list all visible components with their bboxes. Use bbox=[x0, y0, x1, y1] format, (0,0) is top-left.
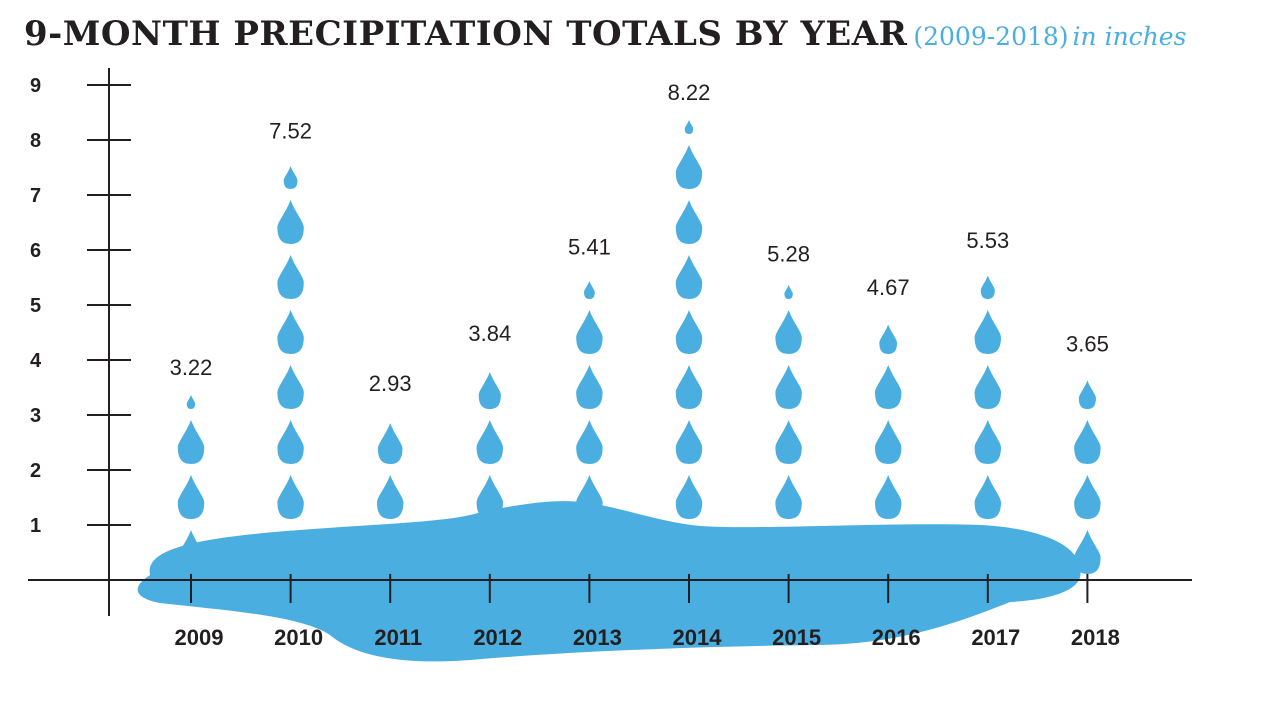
precipitation-drop bbox=[675, 145, 703, 189]
value-label: 5.41 bbox=[568, 234, 611, 259]
precipitation-drop bbox=[277, 200, 304, 244]
year-label: 2015 bbox=[772, 625, 821, 650]
precipitation-drop bbox=[277, 420, 304, 464]
y-tick-label: 4 bbox=[30, 350, 42, 372]
year-label: 2016 bbox=[872, 625, 921, 650]
y-tick-label: 5 bbox=[30, 295, 41, 317]
precipitation-drop bbox=[775, 365, 802, 409]
year-label: 2014 bbox=[673, 625, 723, 650]
precipitation-drop bbox=[576, 365, 603, 409]
precipitation-drop bbox=[775, 530, 802, 574]
precipitation-drop bbox=[879, 324, 898, 354]
value-label: 3.65 bbox=[1066, 331, 1109, 356]
precipitation-drop bbox=[1078, 380, 1096, 409]
value-label: 8.22 bbox=[668, 80, 711, 105]
value-label: 2.93 bbox=[369, 371, 412, 396]
year-label: 2010 bbox=[274, 625, 323, 650]
y-tick-label: 2 bbox=[30, 460, 41, 482]
precipitation-drop bbox=[476, 420, 503, 464]
precipitation-drop bbox=[974, 420, 1001, 464]
y-tick-label: 9 bbox=[30, 75, 41, 97]
year-label: 2009 bbox=[175, 625, 224, 650]
precipitation-drop bbox=[974, 530, 1001, 574]
precipitation-drop bbox=[583, 280, 595, 299]
title-unit: in inches bbox=[1072, 22, 1187, 51]
y-tick-label: 6 bbox=[30, 240, 41, 262]
value-label: 5.28 bbox=[767, 242, 810, 267]
value-label: 5.53 bbox=[966, 228, 1009, 253]
precipitation-drop bbox=[875, 475, 902, 519]
precipitation-drop bbox=[675, 255, 703, 299]
precipitation-drop bbox=[974, 365, 1001, 409]
precipitation-drop bbox=[576, 310, 603, 354]
precipitation-drop bbox=[974, 475, 1001, 519]
precipitation-drop bbox=[277, 365, 304, 409]
precipitation-drop bbox=[277, 255, 304, 299]
precipitation-drop bbox=[675, 310, 703, 354]
precipitation-drop bbox=[476, 530, 503, 574]
precipitation-drop bbox=[277, 530, 304, 574]
precipitation-drop bbox=[875, 365, 902, 409]
year-label: 2011 bbox=[374, 625, 422, 650]
precipitation-drop bbox=[576, 420, 603, 464]
year-label: 2013 bbox=[573, 625, 622, 650]
title-main: 9-MONTH PRECIPITATION TOTALS BY YEAR bbox=[24, 14, 908, 54]
precipitation-drop bbox=[377, 423, 403, 464]
precipitation-drop bbox=[283, 166, 298, 189]
precipitation-drop bbox=[875, 530, 902, 574]
precipitation-drop bbox=[186, 395, 196, 409]
y-tick-label: 3 bbox=[30, 405, 41, 427]
precipitation-drop bbox=[684, 120, 694, 134]
year-label: 2012 bbox=[473, 625, 522, 650]
title-years: (2009-2018) bbox=[913, 22, 1069, 51]
precipitation-drop bbox=[177, 530, 205, 574]
puddle-shape bbox=[137, 501, 1081, 662]
precipitation-drop bbox=[1074, 530, 1101, 574]
value-label: 3.84 bbox=[468, 321, 511, 346]
precipitation-drop bbox=[277, 310, 304, 354]
precipitation-drop bbox=[576, 475, 603, 519]
precipitation-drop bbox=[775, 310, 802, 354]
precipitation-drop bbox=[576, 530, 603, 574]
precipitation-drop bbox=[675, 420, 703, 464]
precipitation-drop bbox=[1074, 475, 1101, 519]
precipitation-drop bbox=[875, 420, 902, 464]
year-label: 2017 bbox=[971, 625, 1020, 650]
value-label: 3.22 bbox=[170, 355, 213, 380]
precipitation-drop bbox=[478, 372, 501, 409]
precipitation-drop bbox=[675, 475, 703, 519]
precipitation-drop bbox=[177, 475, 205, 519]
precipitation-drop bbox=[675, 200, 703, 244]
y-tick-label: 8 bbox=[30, 130, 41, 152]
precipitation-drop bbox=[377, 475, 404, 519]
precipitation-drop bbox=[784, 285, 793, 299]
precipitation-drop bbox=[775, 420, 802, 464]
year-label: 2018 bbox=[1071, 625, 1120, 650]
value-label: 7.52 bbox=[269, 118, 312, 143]
precipitation-drop bbox=[675, 365, 703, 409]
precipitation-drop bbox=[775, 475, 802, 519]
precipitation-drop bbox=[377, 530, 404, 574]
precipitation-drop bbox=[1074, 420, 1101, 464]
precipitation-drop bbox=[177, 420, 205, 464]
precipitation-drop bbox=[980, 275, 995, 299]
precipitation-drop bbox=[476, 475, 503, 519]
chart-title: 9-MONTH PRECIPITATION TOTALS BY YEAR (200… bbox=[24, 14, 1280, 54]
precipitation-drop bbox=[277, 475, 304, 519]
value-label: 4.67 bbox=[867, 275, 910, 300]
precipitation-drop bbox=[974, 310, 1001, 354]
y-tick-label: 1 bbox=[30, 515, 41, 537]
y-tick-label: 7 bbox=[30, 185, 41, 207]
precipitation-drop bbox=[675, 530, 703, 574]
